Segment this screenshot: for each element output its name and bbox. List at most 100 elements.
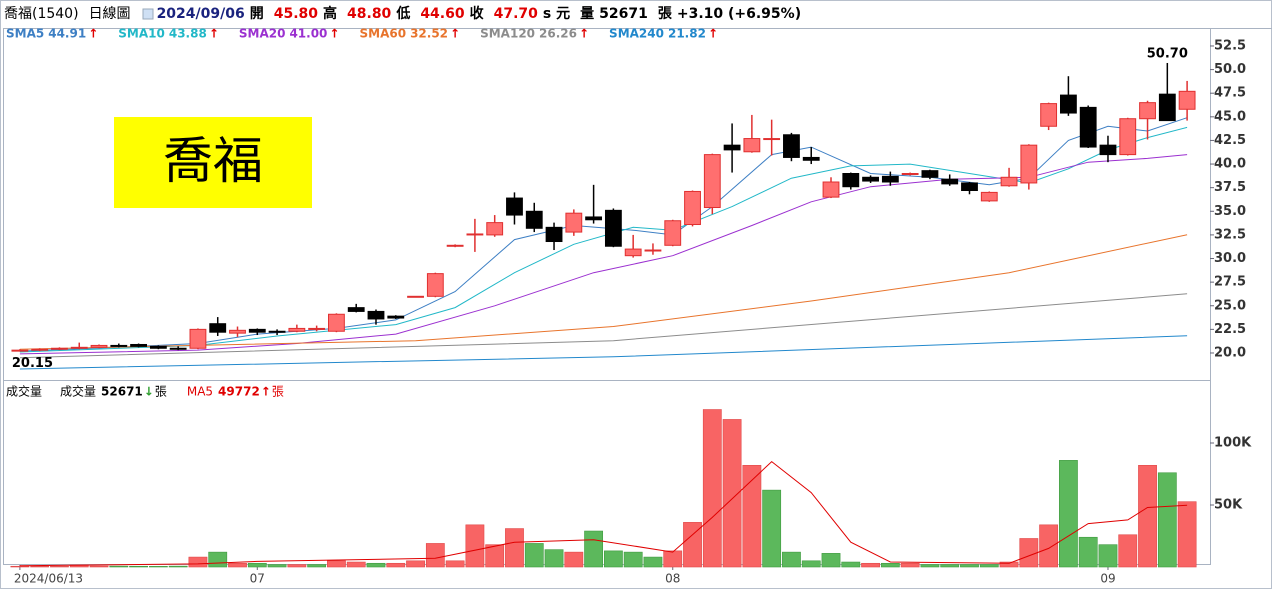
header-item: 喬福(1540) — [4, 6, 79, 22]
volume-bar — [228, 562, 247, 568]
checkbox[interactable] — [142, 8, 154, 20]
candle-body — [684, 190, 701, 226]
legend-unit: 張 — [155, 385, 167, 399]
candle-body — [110, 344, 128, 347]
legend-value: 26.26 — [539, 27, 577, 41]
candle-body — [11, 349, 29, 352]
candle-body — [446, 244, 464, 247]
y-tick-label: 32.5 — [1214, 227, 1246, 242]
candle-body — [328, 313, 345, 332]
y-tick-label: 52.5 — [1214, 38, 1246, 53]
candle-body — [387, 315, 405, 319]
y-tick-label: 50K — [1214, 498, 1243, 513]
volume-bar — [425, 543, 445, 568]
volume-bar — [168, 565, 188, 568]
legend-trend: ↓ — [144, 385, 154, 399]
y-tick-label: 45.0 — [1214, 109, 1246, 124]
candle-body — [466, 233, 484, 236]
header-item: s 元 — [543, 6, 570, 22]
candle-body — [525, 210, 543, 229]
candle-body — [189, 328, 207, 349]
header-item: 45.80 — [274, 6, 319, 22]
y-tick-label: 40.0 — [1214, 157, 1246, 172]
volume-title: 成交量 — [6, 384, 42, 399]
volume-bar — [50, 566, 69, 568]
legend-value: 44.91 — [48, 27, 86, 41]
candle-body — [585, 216, 603, 221]
candle-body — [347, 307, 365, 312]
candle-body — [783, 134, 800, 158]
legend-name: 成交量 — [60, 384, 96, 399]
volume-bar — [564, 551, 584, 568]
header-item: 低 — [395, 5, 410, 22]
volume-bar — [900, 562, 920, 568]
candle-body — [367, 310, 385, 320]
y-tick-label: 27.5 — [1214, 275, 1246, 290]
candle-body — [565, 212, 583, 233]
candle-body — [506, 197, 523, 216]
candle-body — [229, 329, 246, 334]
candle-body — [51, 347, 68, 350]
legend-name: SMA10 — [118, 27, 165, 41]
volume-bar — [386, 562, 406, 568]
volume-bar — [841, 561, 861, 568]
volume-bar — [603, 550, 623, 568]
candle-body — [624, 248, 642, 257]
volume-bar — [10, 565, 30, 568]
volume-bar — [623, 551, 643, 568]
y-tick-label: 20.0 — [1214, 345, 1246, 360]
candle-body — [921, 170, 939, 178]
legend-unit: 張 — [272, 385, 284, 399]
volume-bar — [722, 419, 742, 568]
candle-body — [1139, 102, 1156, 120]
candle-body — [545, 226, 563, 243]
legend-value: 43.88 — [169, 27, 207, 41]
x-tick-label: 09 — [1100, 572, 1115, 586]
volume-bar — [148, 566, 168, 568]
y-tick-label: 30.0 — [1214, 251, 1246, 266]
volume-bar — [1059, 460, 1078, 568]
y-tick-label: 42.5 — [1214, 133, 1246, 148]
candle-body — [881, 175, 899, 183]
volume-bar — [208, 551, 228, 568]
annotation: 50.70 — [1147, 46, 1188, 61]
candle-body — [130, 343, 148, 347]
legend-trend: ↑ — [261, 385, 271, 399]
header-item: 2024/09/06 — [157, 6, 245, 22]
candle-body — [743, 138, 761, 153]
volume-bar — [782, 551, 801, 568]
volume-bar — [307, 564, 327, 568]
volume-bar — [861, 562, 880, 568]
volume-bar — [1177, 501, 1197, 568]
volume-bar — [1078, 536, 1098, 568]
candle-body — [1178, 90, 1196, 110]
legend-name: SMA5 — [6, 27, 44, 41]
candle-body — [1158, 93, 1176, 122]
candle-body — [308, 327, 326, 330]
y-tick-label: 22.5 — [1214, 322, 1246, 337]
volume-bar — [485, 544, 505, 568]
legend-trend: ↑ — [579, 27, 589, 41]
x-tick-label: 2024/06/13 — [14, 572, 83, 586]
candle-body — [1040, 103, 1058, 127]
volume-bar — [920, 564, 940, 568]
volume-bar — [465, 524, 485, 568]
candle-body — [90, 344, 108, 348]
header-item: 52671 — [599, 6, 648, 22]
y-tick-label: 50.0 — [1214, 62, 1246, 77]
volume-bar — [247, 562, 267, 568]
candle-body — [842, 173, 860, 188]
stamp: 喬福 — [163, 132, 263, 190]
header-item: 47.70 — [494, 6, 539, 22]
legend-value: 52671 — [101, 385, 143, 399]
candle-body — [1079, 106, 1097, 148]
volume-bar — [445, 560, 465, 568]
header-item: 48.80 — [347, 6, 392, 22]
candle-body — [486, 222, 504, 236]
candle-body — [604, 209, 622, 247]
volume-bar — [129, 565, 148, 568]
y-tick-label: 47.5 — [1214, 86, 1246, 101]
candle-body — [941, 178, 959, 185]
candle-body — [822, 181, 840, 198]
